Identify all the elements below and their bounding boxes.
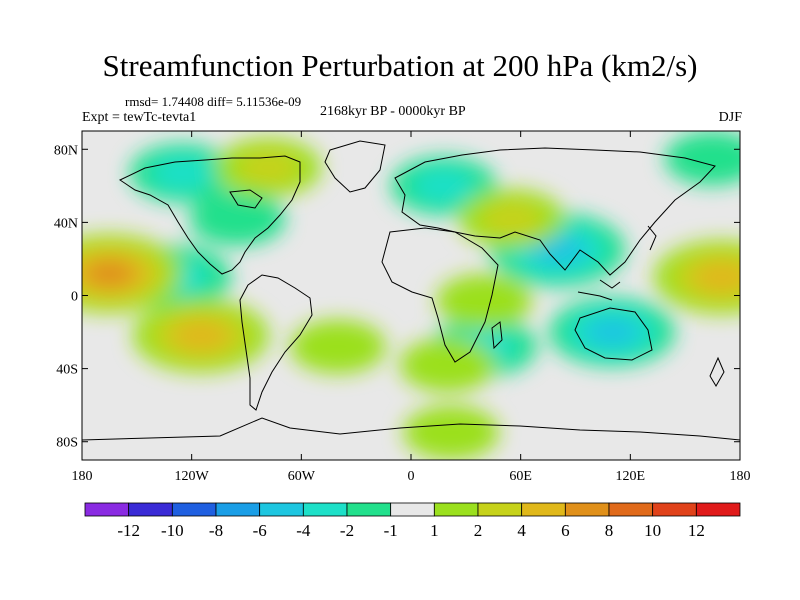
colorbar-swatch-1 — [128, 502, 173, 517]
colorbar-swatch-13 — [652, 502, 697, 517]
stats-label: rmsd= 1.74408 diff= 5.11536e-09 — [125, 94, 302, 109]
anomaly-blob-10 — [171, 319, 230, 352]
chart-title: Streamfunction Perturbation at 200 hPa (… — [102, 48, 698, 83]
x-tick-label-4: 60E — [509, 469, 532, 484]
colorbar-label-7: 1 — [430, 521, 439, 540]
axis-ticks: 180 120W 60W 0 60E 120E 180 80N 40N 0 40S 80S — [54, 131, 751, 484]
anomaly-blob-12 — [236, 149, 301, 186]
colorbar-label-13: 12 — [688, 521, 705, 540]
colorbar-label-8: 2 — [474, 521, 483, 540]
x-tick-label-2: 60W — [288, 469, 316, 484]
colorbar-label-5: -2 — [340, 521, 354, 540]
anomaly-blob-11 — [479, 201, 544, 237]
anomaly-blob-5 — [664, 131, 740, 186]
anomaly-blob-6 — [189, 191, 286, 246]
anomaly-field — [82, 131, 740, 460]
x-tick-label-0: 180 — [72, 469, 93, 484]
colorbar-label-6: -1 — [384, 521, 398, 540]
y-tick-label-4: 80S — [56, 436, 78, 451]
colorbar-swatch-11 — [564, 502, 610, 517]
anomaly-blob-13 — [289, 319, 386, 374]
colorbar-label-12: 10 — [644, 521, 661, 540]
colorbar-swatch-5 — [302, 502, 348, 517]
colorbar-swatch-8 — [433, 502, 479, 517]
anomaly-blob-8 — [85, 260, 134, 287]
colorbar-label-3: -6 — [253, 521, 267, 540]
colorbar-swatch-0 — [84, 502, 130, 517]
y-tick-label-3: 40S — [56, 363, 78, 378]
colorbar-swatch-3 — [215, 502, 261, 517]
anomaly-blob-14 — [436, 273, 533, 328]
colorbar-swatch-14 — [695, 502, 741, 517]
colorbar: -12 -10 -8 -6 -4 -2 -1 1 2 4 6 8 10 12 — [84, 502, 741, 540]
colorbar-swatch-9 — [477, 502, 523, 517]
coastlines — [82, 140, 740, 441]
anomaly-blob-16 — [403, 405, 500, 460]
y-tick-label-0: 80N — [54, 143, 78, 158]
season-label: DJF — [718, 110, 742, 125]
anomaly-blob-4 — [150, 155, 215, 191]
colorbar-label-0: -12 — [117, 521, 140, 540]
colorbar-label-11: 8 — [605, 521, 614, 540]
y-tick-label-1: 40N — [54, 216, 78, 231]
y-tick-label-2: 0 — [71, 290, 78, 305]
anomaly-blob-1 — [585, 317, 640, 347]
anomaly-blob-15 — [399, 337, 496, 392]
colorbar-label-10: 6 — [561, 521, 570, 540]
colorbar-swatch-10 — [521, 502, 566, 517]
colorbar-label-4: -4 — [296, 521, 311, 540]
colorbar-swatch-2 — [171, 502, 217, 517]
x-tick-label-1: 120W — [175, 469, 210, 484]
colorbar-swatch-6 — [346, 502, 392, 517]
colorbar-swatch-4 — [259, 502, 304, 517]
x-tick-label-3: 0 — [408, 469, 415, 484]
colorbar-label-9: 4 — [517, 521, 526, 540]
colorbar-label-1: -10 — [161, 521, 184, 540]
x-tick-label-6: 180 — [730, 469, 751, 484]
colorbar-label-2: -8 — [209, 521, 223, 540]
anomaly-blob-2 — [412, 168, 476, 204]
colorbar-swatch-7 — [390, 502, 435, 517]
period-label: 2168kyr BP - 0000kyr BP — [320, 104, 466, 119]
colorbar-swatch-12 — [608, 502, 654, 517]
anomaly-blob-9 — [692, 261, 740, 294]
x-tick-label-5: 120E — [616, 469, 646, 484]
experiment-label: Expt = tewTc-tevta1 — [82, 110, 197, 125]
